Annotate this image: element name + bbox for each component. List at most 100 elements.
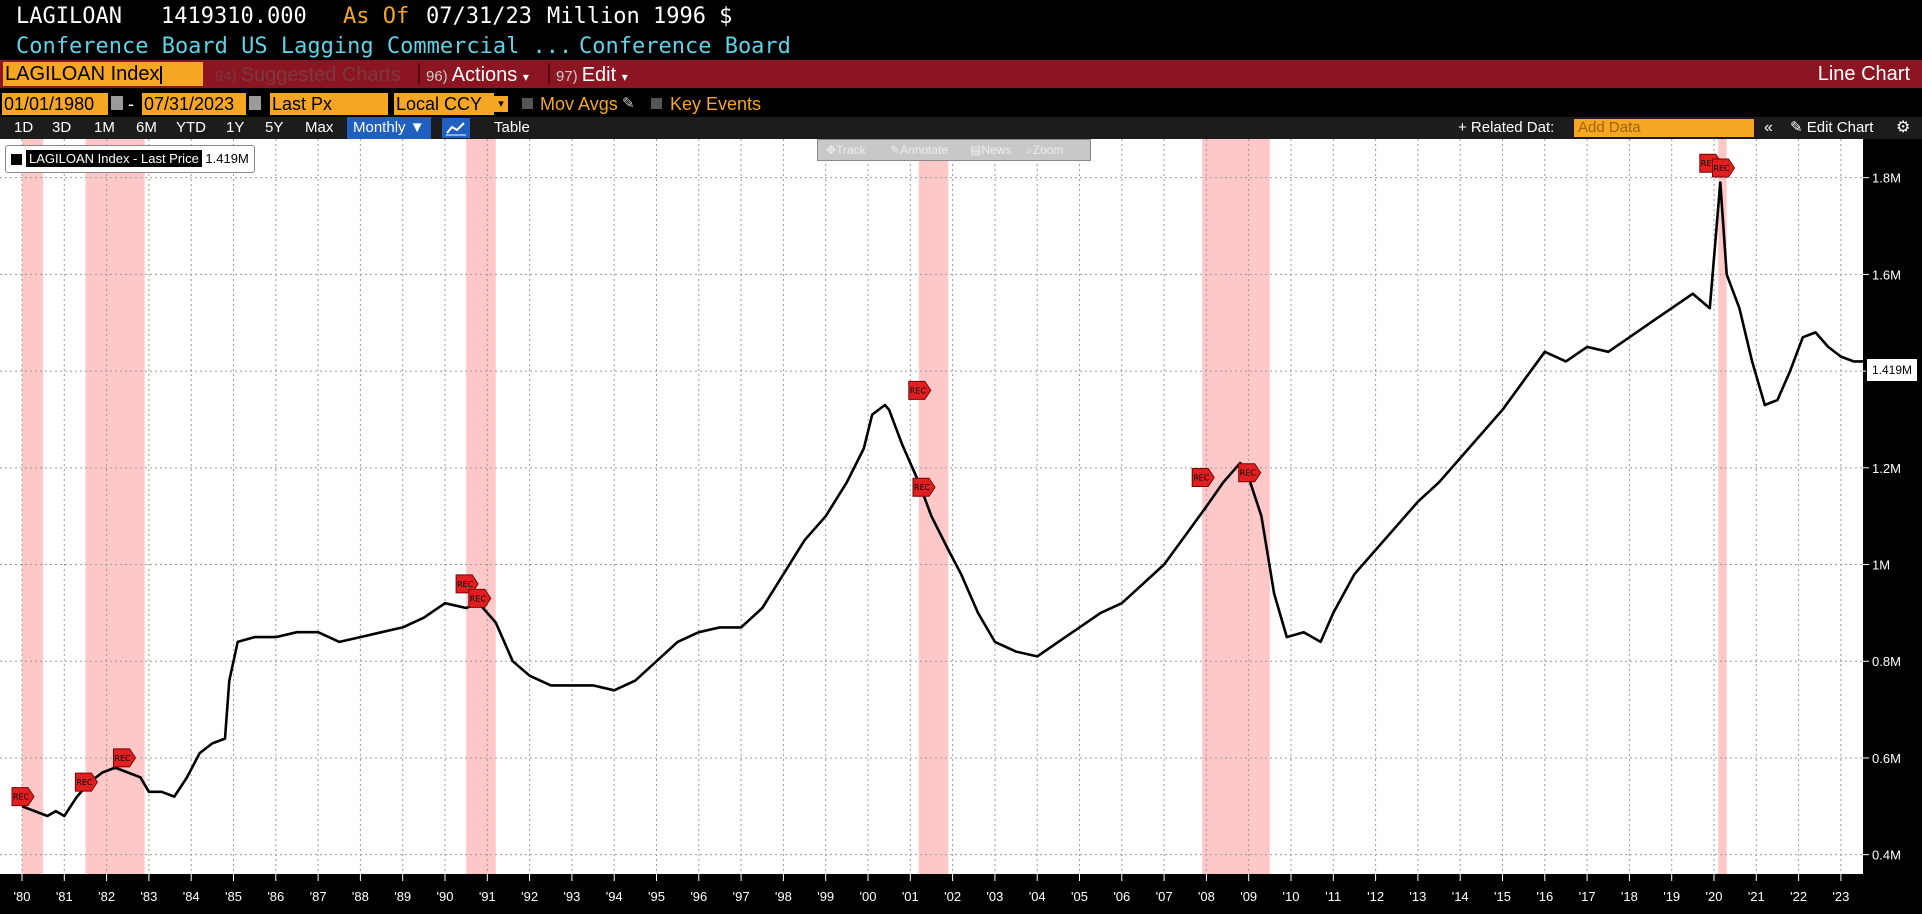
edit-menu[interactable]: 97) Edit ▾ [556, 64, 628, 86]
range-max[interactable]: Max [305, 119, 334, 136]
x-tick-label: '06 [1113, 889, 1130, 904]
frequency-select[interactable]: Monthly ▼ [347, 117, 431, 139]
related-data-button[interactable]: + Related Dat: [1458, 119, 1555, 136]
event-marker-label: REC [457, 580, 474, 589]
recession-band [1202, 139, 1270, 874]
event-marker: REC [1191, 468, 1215, 487]
legend-series-value: 1.419M [205, 151, 249, 166]
edit-chart-button[interactable]: ✎ Edit Chart [1790, 119, 1874, 136]
event-marker-label: REC [1701, 159, 1718, 168]
y-axis-background [1863, 139, 1922, 914]
mov-avgs-checkbox[interactable] [522, 98, 533, 109]
track-tool[interactable]: ✥ Track [826, 143, 866, 157]
event-marker-label: REC [114, 754, 131, 763]
recession-band [1718, 139, 1727, 874]
x-tick-label: '15 [1494, 889, 1511, 904]
date-dash: - [128, 94, 134, 114]
event-marker-label: REC [1713, 164, 1730, 173]
range-5y[interactable]: 5Y [265, 119, 284, 136]
event-marker: REC [455, 574, 479, 594]
range-1d[interactable]: 1D [14, 119, 34, 136]
rec-flag-icon [11, 787, 35, 807]
x-axis-background [0, 874, 1922, 914]
x-tick-label: '86 [267, 889, 284, 904]
gear-icon[interactable]: ⚙ [1896, 119, 1911, 136]
collapse-icon[interactable]: « [1764, 119, 1773, 136]
add-data-input[interactable]: Add Data [1574, 119, 1754, 137]
command-bar: LAGILOAN Index 94) Suggested Charts 96) Ac… [0, 60, 1922, 88]
start-date-field[interactable]: 01/01/1980 [2, 93, 108, 115]
rec-flag-icon [74, 772, 99, 792]
rec-flag-icon [1712, 158, 1736, 178]
y-tick-label: 0.8M [1872, 654, 1901, 669]
annotate-tool[interactable]: ✎ Annotate [890, 143, 949, 157]
range-ytd[interactable]: YTD [176, 119, 206, 136]
pencil-icon[interactable]: ✎ [622, 95, 635, 112]
x-tick-label: '93 [563, 889, 580, 904]
event-marker: REC [74, 772, 99, 792]
key-events-checkbox[interactable] [651, 98, 662, 109]
event-marker: REC [912, 477, 936, 497]
x-tick-label: '91 [479, 889, 496, 904]
chevron-down-icon[interactable]: ▾ [494, 96, 508, 112]
rec-flag-icon [1191, 468, 1215, 487]
y-tick-label: 1.6M [1872, 267, 1901, 282]
x-tick-label: '08 [1198, 889, 1215, 904]
event-marker-label: REC [910, 386, 927, 395]
rec-flag-icon [455, 574, 479, 594]
rec-flag-icon [908, 380, 932, 400]
line-chart: REC REC REC REC REC REC REC REC REC REC REC 0.4M 0.… [0, 139, 1922, 914]
key-events-label[interactable]: Key Events [670, 94, 762, 114]
legend-series-name: LAGILOAN Index - Last Price [26, 150, 202, 167]
x-tick-label: '09 [1240, 889, 1257, 904]
range-1m[interactable]: 1M [94, 119, 115, 136]
x-tick-label: '18 [1621, 889, 1638, 904]
news-tool[interactable]: ▤ News [970, 143, 1012, 157]
price-field-select[interactable]: Last Px [270, 93, 388, 115]
event-marker-label: REC [13, 793, 30, 802]
event-marker: REC [113, 748, 137, 768]
x-tick-label: '83 [140, 889, 157, 904]
event-marker: REC [1238, 463, 1262, 483]
calendar-icon[interactable] [249, 96, 261, 110]
security-input[interactable]: LAGILOAN Index [3, 62, 203, 86]
menu-separator [548, 63, 550, 85]
range-1y[interactable]: 1Y [226, 119, 245, 136]
range-bar: 1D 3D 1M 6M YTD 1Y 5Y Max Monthly ▼ Tabl… [0, 117, 1922, 139]
ticker-symbol: LAGILOAN [16, 4, 122, 29]
chart-type-label: Line Chart [1817, 63, 1910, 85]
x-tick-label: '82 [98, 889, 115, 904]
table-tab[interactable]: Table [494, 119, 530, 136]
zoom-tool[interactable]: ⌕ Zoom [1026, 143, 1064, 157]
event-marker: REC [11, 787, 35, 807]
event-marker-label: REC [914, 483, 931, 492]
x-tick-label: '87 [310, 889, 327, 904]
calendar-icon[interactable] [111, 96, 123, 110]
line-chart-icon[interactable] [442, 118, 470, 138]
suggested-charts-menu[interactable]: 94) Suggested Charts [215, 64, 401, 86]
range-6m[interactable]: 6M [136, 119, 157, 136]
x-tick-label: '20 [1706, 889, 1723, 904]
range-3d[interactable]: 3D [52, 119, 72, 136]
x-tick-label: '13 [1409, 889, 1426, 904]
rec-flag-icon [113, 748, 137, 768]
rec-flag-icon [912, 477, 936, 497]
chart-legend[interactable]: LAGILOAN Index - Last Price 1.419M [5, 145, 255, 173]
x-tick-label: '85 [225, 889, 242, 904]
y-tick-label: 0.6M [1872, 751, 1901, 766]
options-row: 01/01/1980 - 07/31/2023 Last Px Local CC… [0, 92, 1922, 116]
x-tick-label: '07 [1156, 889, 1173, 904]
x-tick-label: '11 [1325, 889, 1341, 904]
x-tick-label: '02 [944, 889, 961, 904]
event-marker-label: REC [1240, 469, 1257, 478]
mov-avgs-label[interactable]: Mov Avgs [540, 94, 618, 114]
event-marker-label: REC [76, 778, 93, 787]
actions-menu[interactable]: 96) Actions ▾ [426, 64, 529, 86]
currency-select[interactable]: Local CCY [394, 93, 494, 115]
last-value: 1419310.000 [161, 4, 307, 29]
x-tick-label: '90 [437, 889, 454, 904]
legend-swatch [11, 154, 22, 166]
end-date-field[interactable]: 07/31/2023 [142, 93, 246, 115]
